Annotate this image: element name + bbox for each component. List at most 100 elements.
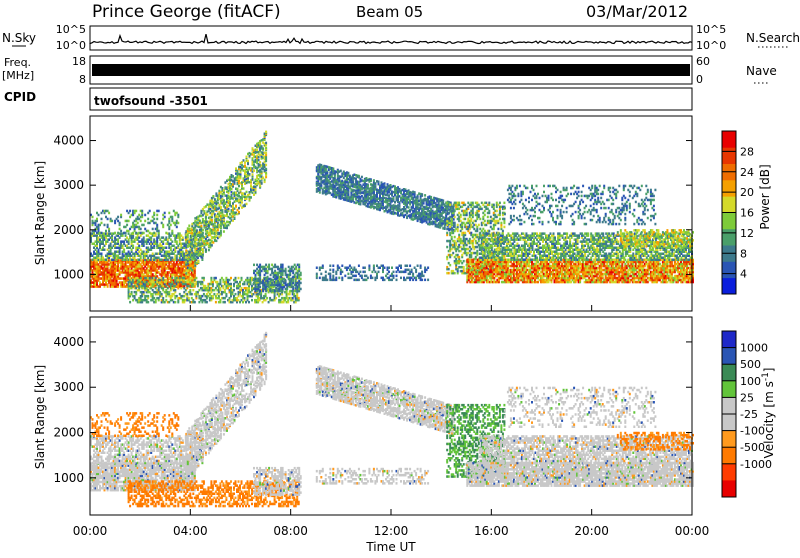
power-cell [241,277,243,280]
power-cell [153,232,155,235]
power-cell [108,212,110,215]
power-cell [329,269,331,272]
power-cell [329,265,331,268]
power-cell [373,265,375,268]
power-cell [119,222,121,225]
power-cell [250,196,252,199]
power-cell [141,210,143,213]
power-cell [325,275,327,278]
cpid-panel: CPID twofsound -3501 [4,88,692,110]
power-cell [237,188,239,191]
power-cell [107,224,109,227]
power-cell [200,243,202,246]
power-cell [300,288,302,291]
power-cell [241,201,243,204]
power-cell [358,265,360,268]
power-cell [364,271,366,274]
power-cell [92,216,94,219]
power-cell [259,290,261,293]
power-cell [104,224,106,227]
power-cell [211,244,213,247]
noise-left-tick-top: 10^5 [56,23,86,36]
power-cell [120,230,122,233]
power-cell [197,260,199,263]
power-cell [371,277,373,280]
power-cell [144,214,146,217]
power-cell [129,210,131,213]
power-cell [232,175,234,178]
power-cell [355,275,357,278]
power-cell [388,271,390,274]
power-cell [211,219,213,222]
power-cell [192,289,194,292]
noise-sky-label: N.Sky [2,31,36,45]
power-cell [249,173,251,176]
power-cell [147,283,149,286]
power-cell [108,228,110,231]
power-cell [378,181,380,184]
power-cell [322,265,324,268]
power-cell [101,253,103,256]
power-cell [212,195,214,198]
power-cell [223,230,225,233]
power-cell [149,210,151,213]
power-cell [131,291,133,294]
nave-label: Nave [746,64,777,78]
power-cell [101,218,103,221]
power-cell [246,167,248,170]
power-cell [347,172,349,175]
power-cell [266,297,268,300]
power-cell [189,289,191,292]
power-cell [117,216,119,219]
power-cell [200,225,202,228]
power-cell [347,191,349,194]
power-cell [132,245,134,248]
power-cell [135,232,137,235]
power-cell [202,229,204,232]
power-cell [393,271,395,274]
power-cell [235,167,237,170]
power-cell [144,220,146,223]
power-cell [228,208,230,211]
power-cell [332,275,334,278]
power-cell [191,265,193,268]
power-cell [140,277,142,280]
power-cell [399,202,401,205]
power-cell [128,220,130,223]
power-cell [156,214,158,217]
power-cell [233,289,235,292]
power-cell [191,277,193,280]
power-cell [316,273,318,276]
power-cell [187,263,189,266]
power-cell [384,279,386,282]
power-cell [114,232,116,235]
power-cell [137,222,139,225]
power-cell [408,206,410,209]
power-cell [105,230,107,233]
power-cell [220,206,222,209]
power-cell [285,268,287,271]
power-cell [165,232,167,235]
date-label: 03/Mar/2012 [586,2,688,21]
power-cell [147,295,149,298]
power-cell [138,245,140,248]
freq-unit-label: [MHz] [2,69,34,82]
power-cell [143,232,145,235]
power-cell [261,181,263,184]
cpid-label: CPID [4,90,36,104]
power-cell [400,277,402,280]
power-cell [261,170,263,173]
power-cell [265,164,267,167]
power-cell [424,194,426,197]
power-cell [162,297,164,300]
power-cell [152,228,154,231]
power-cell [162,224,164,227]
power-cell [177,214,179,217]
power-cell [191,241,193,244]
power-cell [161,259,163,262]
power-cell [164,216,166,219]
power-cell [96,218,98,221]
power-cell [246,156,248,159]
power-cell [368,265,370,268]
